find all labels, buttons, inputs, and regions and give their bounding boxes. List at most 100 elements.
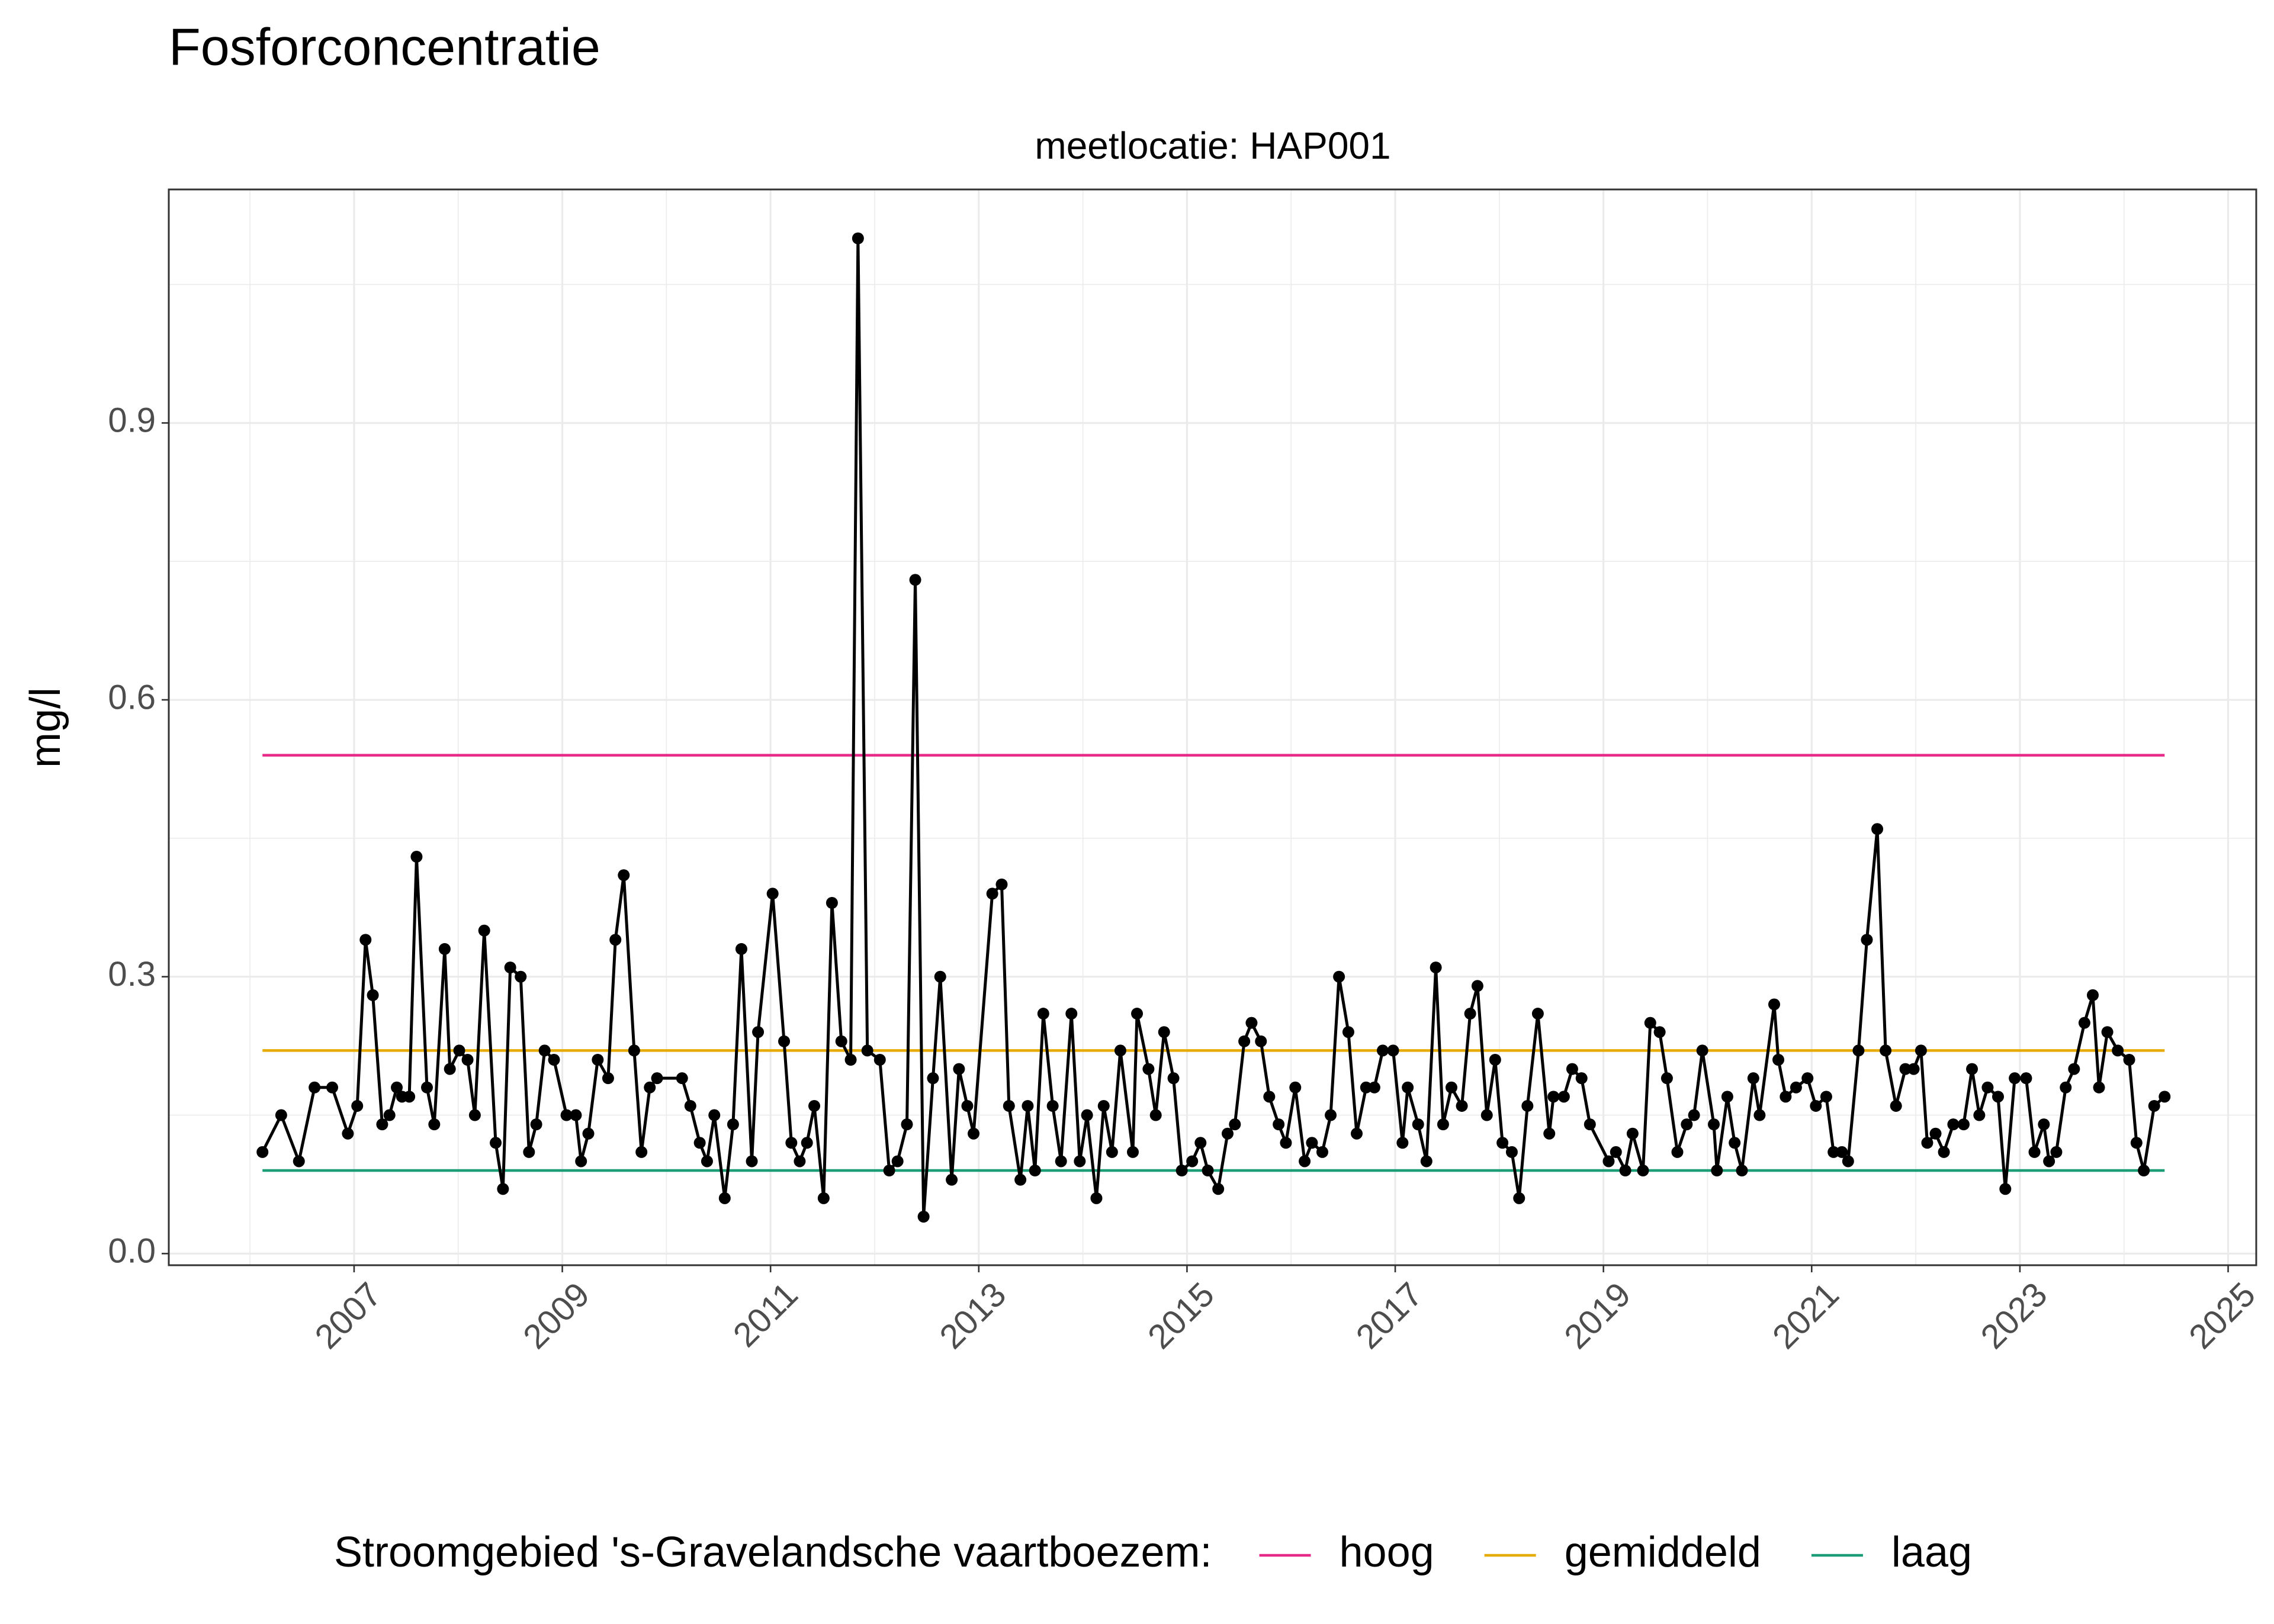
- data-point: [618, 869, 630, 882]
- data-point: [570, 1109, 582, 1121]
- data-point: [1696, 1044, 1708, 1057]
- data-point: [1660, 1072, 1673, 1085]
- data-point: [1810, 1099, 1822, 1112]
- data-point: [1852, 1044, 1865, 1057]
- data-point: [2086, 989, 2099, 1001]
- data-point: [2038, 1118, 2050, 1131]
- data-point: [1158, 1026, 1170, 1038]
- data-point: [808, 1099, 821, 1112]
- data-point: [1055, 1155, 1067, 1168]
- data-point: [530, 1118, 542, 1131]
- data-point: [1186, 1155, 1199, 1168]
- data-point: [1907, 1063, 1920, 1075]
- data-point: [461, 1053, 474, 1066]
- data-point: [410, 851, 423, 863]
- data-point: [701, 1155, 713, 1168]
- data-point: [275, 1109, 287, 1121]
- data-point: [497, 1183, 509, 1195]
- data-point: [735, 943, 747, 955]
- data-point: [1412, 1118, 1424, 1131]
- data-point: [1022, 1099, 1034, 1112]
- data-point: [1420, 1155, 1433, 1168]
- data-point: [861, 1044, 873, 1057]
- data-point: [1836, 1146, 1848, 1158]
- y-tick-label: 0.0: [108, 1232, 156, 1271]
- data-point: [1772, 1053, 1785, 1066]
- data-point: [794, 1155, 806, 1168]
- data-point: [1333, 970, 1345, 983]
- data-point: [1316, 1146, 1328, 1158]
- data-point: [1238, 1035, 1251, 1047]
- data-point: [376, 1118, 388, 1131]
- legend-label: hoog: [1340, 1529, 1434, 1576]
- data-point: [1273, 1118, 1285, 1131]
- data-point: [1947, 1118, 1960, 1131]
- legend-title: Stroomgebied 's-Gravelandsche vaartboeze…: [334, 1529, 1212, 1576]
- data-point: [1464, 1008, 1476, 1020]
- data-point: [1584, 1118, 1596, 1131]
- data-point: [1368, 1081, 1380, 1094]
- data-point: [1566, 1063, 1578, 1075]
- data-point: [1456, 1099, 1468, 1112]
- data-point: [490, 1137, 502, 1149]
- data-point: [1081, 1109, 1093, 1121]
- data-point: [1014, 1173, 1027, 1186]
- data-point: [1721, 1091, 1733, 1103]
- data-point: [2112, 1044, 2124, 1057]
- data-point: [438, 943, 451, 955]
- data-point: [1229, 1118, 1241, 1131]
- data-point: [1445, 1081, 1457, 1094]
- data-point: [693, 1137, 706, 1149]
- data-point: [1938, 1146, 1950, 1158]
- data-point: [256, 1146, 269, 1158]
- data-point: [1046, 1099, 1059, 1112]
- data-point: [785, 1137, 798, 1149]
- data-point: [1505, 1146, 1518, 1158]
- data-point: [342, 1127, 354, 1140]
- data-point: [383, 1109, 396, 1121]
- data-point: [1245, 1017, 1258, 1029]
- data-point: [2148, 1099, 2160, 1112]
- data-point: [1167, 1072, 1180, 1085]
- data-point: [592, 1053, 604, 1066]
- data-point: [1471, 980, 1483, 992]
- data-point: [1289, 1081, 1302, 1094]
- data-point: [391, 1081, 403, 1094]
- data-point: [752, 1026, 765, 1038]
- data-point: [873, 1053, 886, 1066]
- data-point: [927, 1072, 939, 1085]
- data-point: [1387, 1044, 1399, 1057]
- data-point: [1029, 1165, 1041, 1177]
- data-point: [1637, 1165, 1649, 1177]
- data-point: [293, 1155, 305, 1168]
- data-point: [891, 1155, 904, 1168]
- legend-label: laag: [1891, 1529, 1972, 1576]
- data-point: [468, 1109, 481, 1121]
- data-point: [684, 1099, 696, 1112]
- data-point: [995, 878, 1008, 890]
- data-point: [968, 1127, 980, 1140]
- data-point: [1842, 1155, 1854, 1168]
- data-point: [1114, 1044, 1126, 1057]
- data-point: [1430, 961, 1442, 974]
- data-point: [718, 1192, 731, 1204]
- data-point: [1221, 1127, 1234, 1140]
- data-point: [1729, 1137, 1741, 1149]
- data-point: [548, 1053, 560, 1066]
- data-point: [359, 934, 372, 946]
- data-point: [826, 896, 838, 909]
- y-axis-label: mg/l: [22, 687, 69, 768]
- data-point: [1142, 1063, 1155, 1075]
- data-point: [1175, 1165, 1188, 1177]
- data-point: [1496, 1137, 1509, 1149]
- data-point: [1402, 1081, 1414, 1094]
- data-point: [1861, 934, 1873, 946]
- data-point: [609, 934, 622, 946]
- data-point: [817, 1192, 830, 1204]
- data-point: [1037, 1008, 1049, 1020]
- data-point: [1531, 1008, 1544, 1020]
- data-point: [1780, 1091, 1792, 1103]
- data-point: [1263, 1091, 1276, 1103]
- data-point: [1325, 1109, 1337, 1121]
